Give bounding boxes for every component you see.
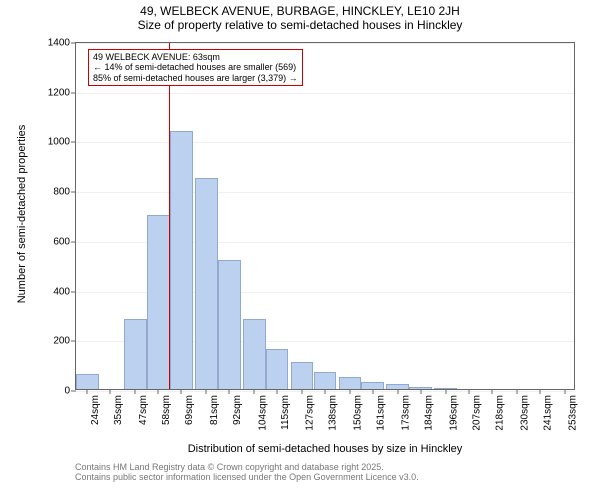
xtick-mark [397,389,398,394]
y-axis-label: Number of semi-detached properties [16,94,28,334]
histogram-bar [124,319,147,389]
ytick-label: 400 [53,286,76,297]
xtick-mark [135,389,136,394]
xtick-mark [229,389,230,394]
gridline [76,93,574,94]
marker-line [169,43,170,389]
ytick-label: 1000 [48,137,76,148]
footer-line-2: Contains public sector information licen… [75,472,419,482]
histogram-bar [76,374,99,389]
histogram-bar [147,215,170,389]
histogram-bar [361,382,384,389]
annotation-line-1: ← 14% of semi-detached houses are smalle… [93,62,298,72]
histogram-bar [243,319,266,389]
xtick-mark [254,389,255,394]
histogram-bar [218,260,241,389]
x-axis-label: Distribution of semi-detached houses by … [75,443,575,455]
ytick-label: 800 [53,187,76,198]
xtick-mark [206,389,207,394]
ytick-label: 1400 [48,38,76,49]
titles: 49, WELBECK AVENUE, BURBAGE, HINCKLEY, L… [0,0,600,33]
histogram-bar [314,372,337,389]
xtick-mark [349,389,350,394]
histogram-bar [291,362,314,389]
chart-container: 49, WELBECK AVENUE, BURBAGE, HINCKLEY, L… [0,0,600,500]
annotation-line-2: 85% of semi-detached houses are larger (… [93,73,298,83]
annotation-title: 49 WELBECK AVENUE: 63sqm [93,52,298,62]
xtick-mark [491,389,492,394]
xtick-mark [110,389,111,394]
ytick-label: 0 [64,386,76,397]
footer: Contains HM Land Registry data © Crown c… [75,462,419,483]
xtick-mark [277,389,278,394]
histogram-bar [195,178,218,389]
xtick-mark [468,389,469,394]
xtick-mark [564,389,565,394]
ytick-label: 1200 [48,87,76,98]
histogram-bar [339,377,362,389]
title-line-2: Size of property relative to semi-detach… [0,18,600,32]
xtick-mark [87,389,88,394]
annotation-box: 49 WELBECK AVENUE: 63sqm← 14% of semi-de… [88,49,303,86]
xtick-mark [372,389,373,394]
xtick-mark [302,389,303,394]
gridline [76,43,574,44]
xtick-mark [420,389,421,394]
xtick-mark [158,389,159,394]
footer-line-1: Contains HM Land Registry data © Crown c… [75,462,419,472]
plot-area: 020040060080010001200140024sqm35sqm47sqm… [75,42,575,390]
histogram-bar [266,349,289,389]
xtick-mark [539,389,540,394]
title-line-1: 49, WELBECK AVENUE, BURBAGE, HINCKLEY, L… [0,4,600,18]
histogram-bar [170,131,193,390]
gridline [76,192,574,193]
gridline [76,142,574,143]
xtick-mark [324,389,325,394]
xtick-mark [516,389,517,394]
xtick-mark [445,389,446,394]
xtick-mark [181,389,182,394]
ytick-label: 600 [53,236,76,247]
ytick-label: 200 [53,336,76,347]
